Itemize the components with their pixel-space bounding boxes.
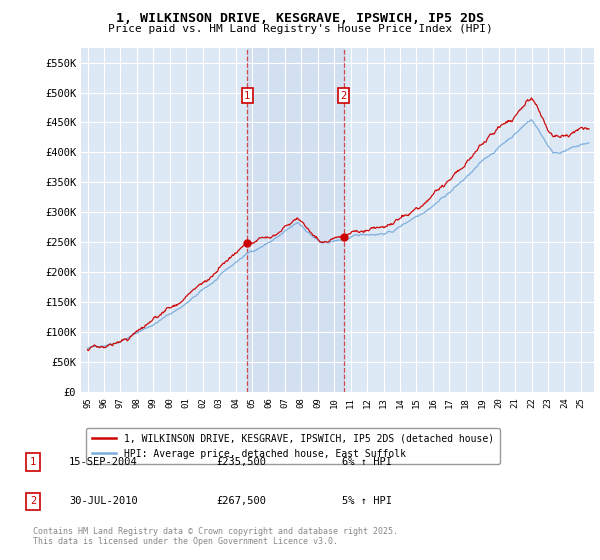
Text: £235,500: £235,500 (216, 457, 266, 467)
Text: Price paid vs. HM Land Registry's House Price Index (HPI): Price paid vs. HM Land Registry's House … (107, 24, 493, 34)
Text: 2: 2 (341, 91, 347, 100)
Text: 30-JUL-2010: 30-JUL-2010 (69, 496, 138, 506)
Text: 2: 2 (30, 496, 36, 506)
Text: 6% ↑ HPI: 6% ↑ HPI (342, 457, 392, 467)
Text: 5% ↑ HPI: 5% ↑ HPI (342, 496, 392, 506)
Text: 1: 1 (244, 91, 250, 100)
Text: 15-SEP-2004: 15-SEP-2004 (69, 457, 138, 467)
Text: £267,500: £267,500 (216, 496, 266, 506)
Point (242, 239, 252, 248)
Text: Contains HM Land Registry data © Crown copyright and database right 2025.
This d: Contains HM Land Registry data © Crown c… (33, 526, 398, 546)
Text: 1, WILKINSON DRIVE, KESGRAVE, IPSWICH, IP5 2DS: 1, WILKINSON DRIVE, KESGRAVE, IPSWICH, I… (116, 12, 484, 25)
Legend: 1, WILKINSON DRIVE, KESGRAVE, IPSWICH, IP5 2DS (detached house), HPI: Average pr: 1, WILKINSON DRIVE, KESGRAVE, IPSWICH, I… (86, 428, 500, 464)
Text: 1: 1 (30, 457, 36, 467)
Bar (247, 48, 344, 392)
Point (339, 233, 349, 242)
